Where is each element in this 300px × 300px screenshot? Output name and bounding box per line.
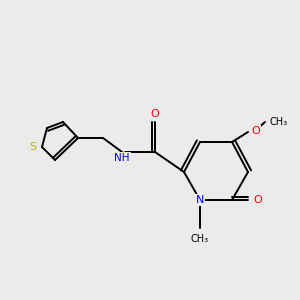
- Text: O: O: [253, 195, 262, 205]
- Text: N: N: [196, 195, 204, 205]
- Text: S: S: [29, 142, 36, 152]
- Text: O: O: [151, 109, 159, 119]
- Text: CH₃: CH₃: [269, 117, 287, 127]
- Text: NH: NH: [114, 153, 130, 163]
- Text: CH₃: CH₃: [191, 234, 209, 244]
- Text: O: O: [251, 126, 260, 136]
